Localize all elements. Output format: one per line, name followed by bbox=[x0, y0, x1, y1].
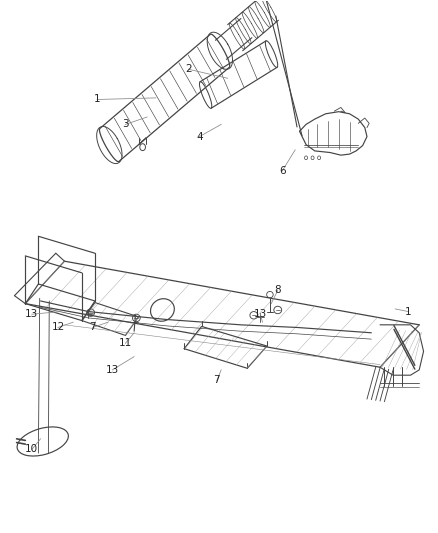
Text: 2: 2 bbox=[185, 64, 192, 74]
Text: 4: 4 bbox=[196, 132, 203, 142]
Text: 6: 6 bbox=[279, 166, 286, 176]
Text: 13: 13 bbox=[106, 365, 119, 375]
Text: 12: 12 bbox=[51, 322, 64, 333]
Text: 3: 3 bbox=[122, 119, 129, 130]
Text: 10: 10 bbox=[25, 445, 39, 455]
Text: 13: 13 bbox=[254, 309, 267, 319]
Text: 7: 7 bbox=[89, 322, 96, 333]
Text: 8: 8 bbox=[275, 285, 281, 295]
Text: 7: 7 bbox=[213, 375, 220, 385]
Text: 1: 1 bbox=[94, 94, 100, 104]
Text: 11: 11 bbox=[119, 338, 132, 349]
Text: 13: 13 bbox=[25, 309, 39, 319]
Text: 1: 1 bbox=[405, 306, 412, 317]
